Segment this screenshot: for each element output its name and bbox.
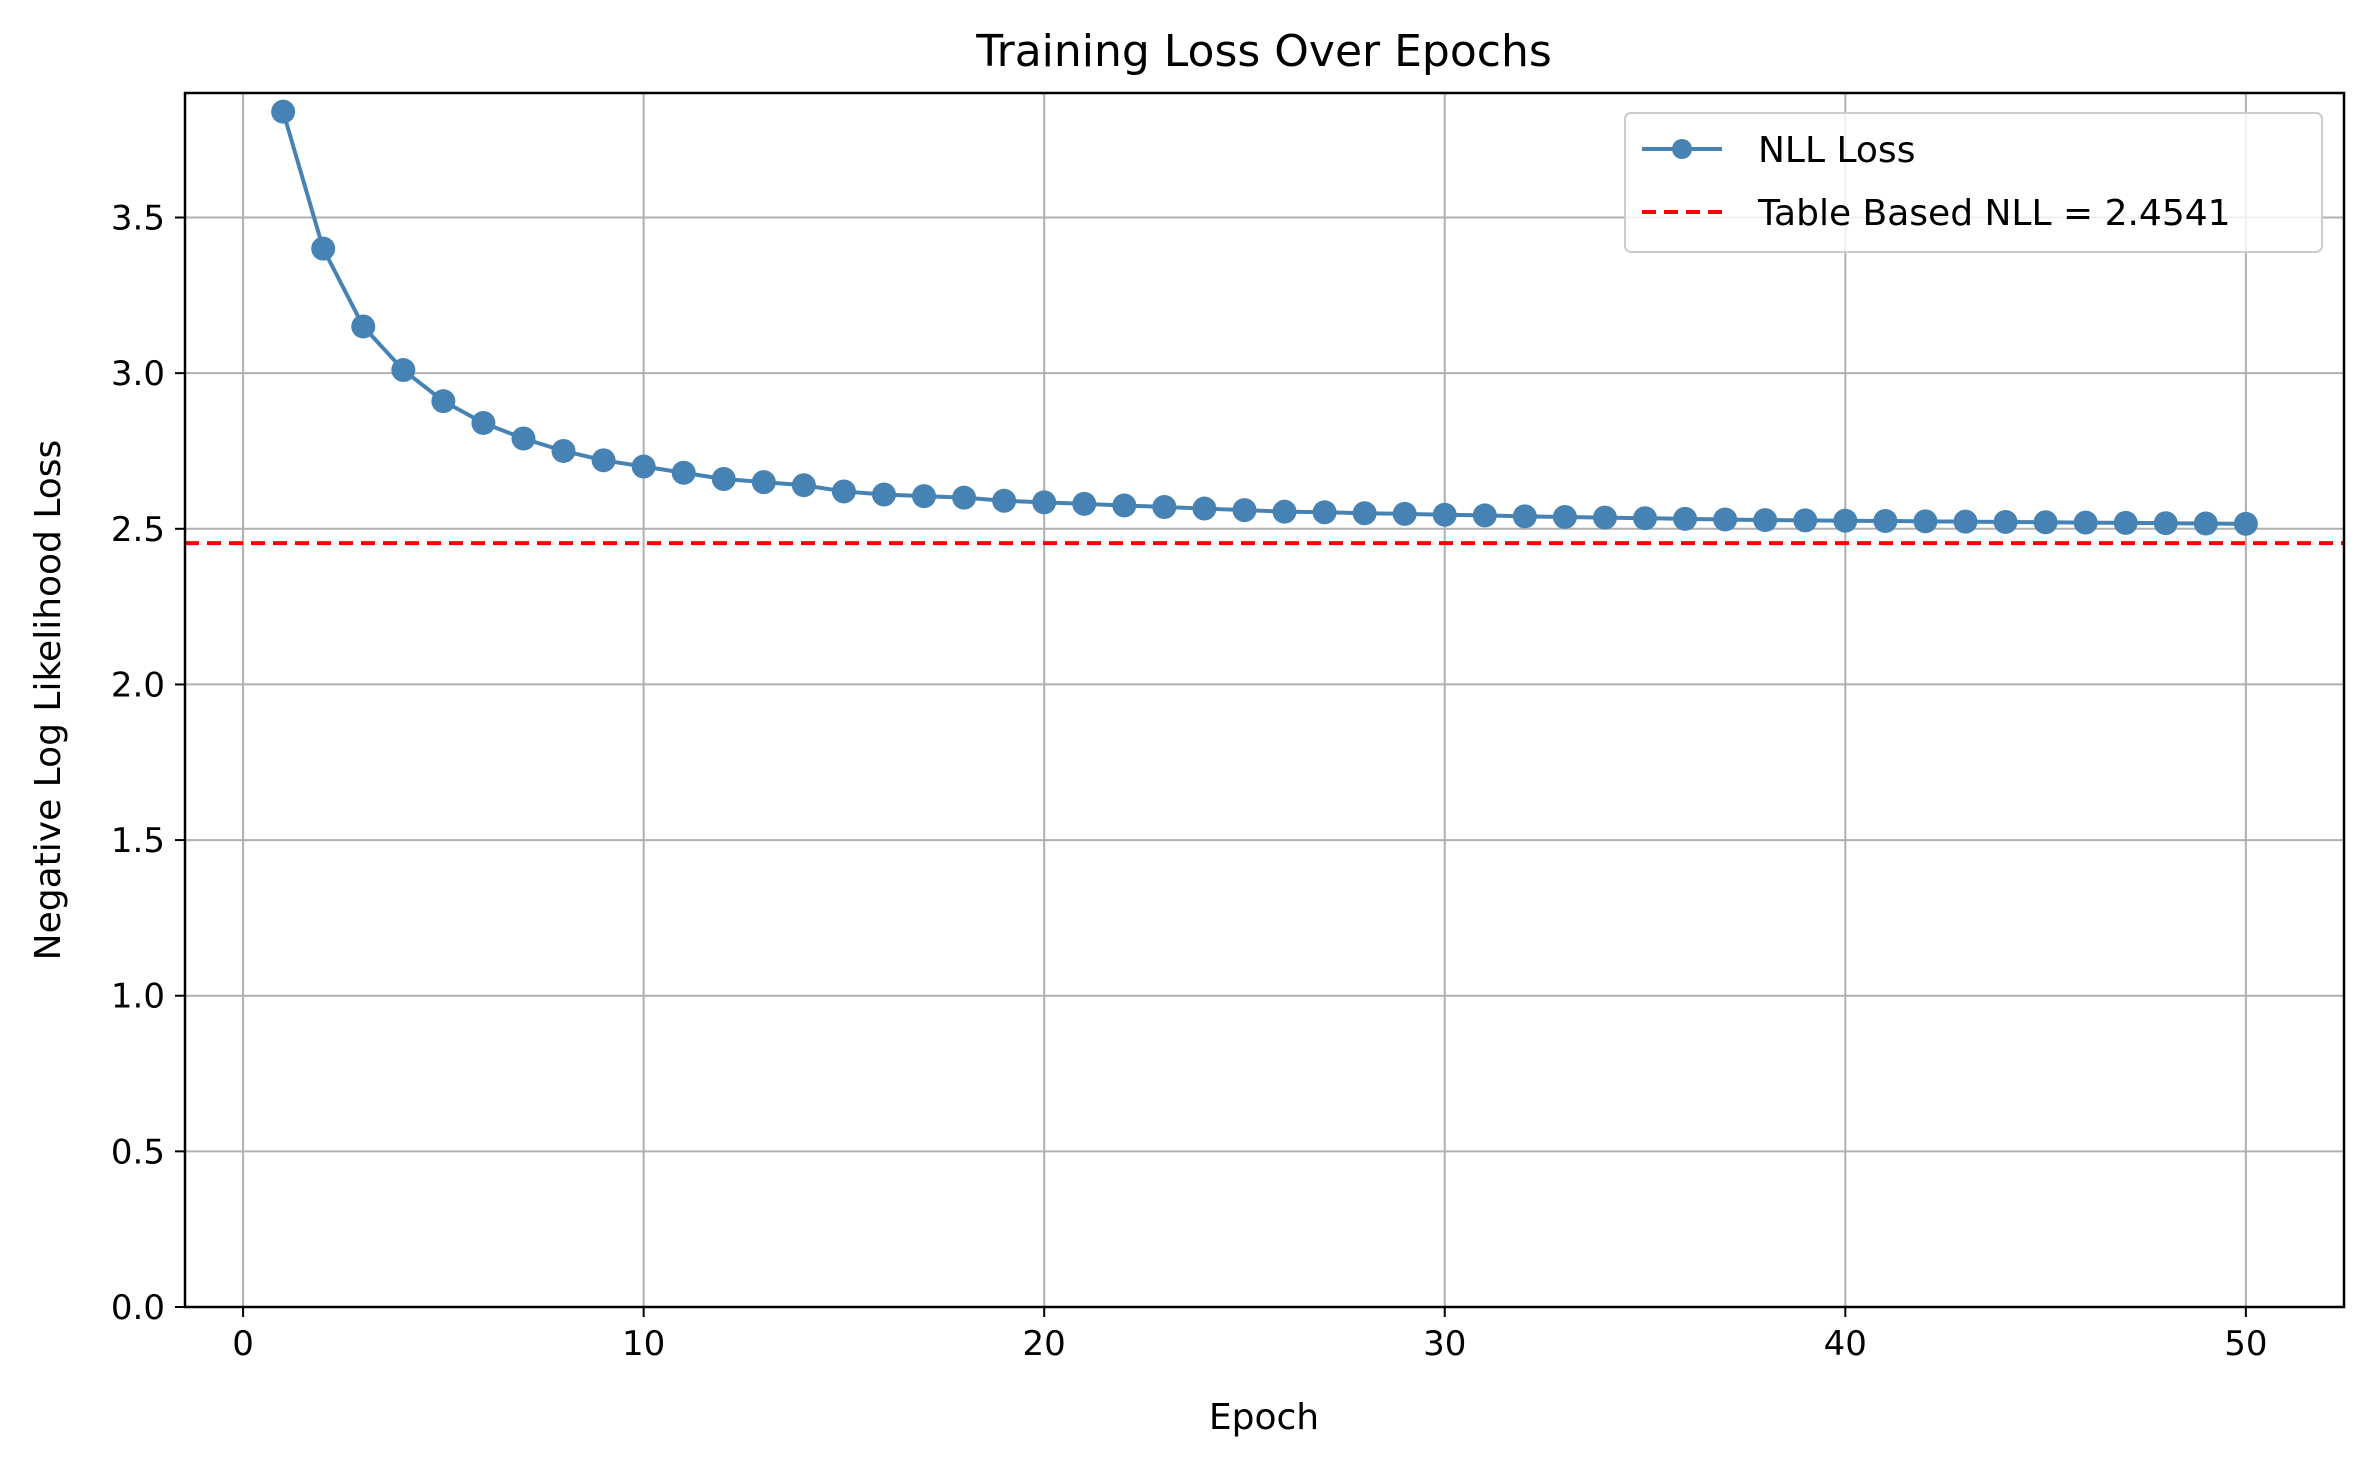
data-point-nll-loss (952, 485, 977, 510)
x-axis-ticks: 0 10 20 30 40 50 (232, 1307, 2267, 1364)
plot-series (185, 99, 2344, 546)
y-axis-label: Negative Log Likelihood Loss (28, 440, 69, 961)
data-point-nll-loss (591, 448, 616, 473)
data-point-nll-loss (1432, 502, 1457, 527)
data-point-nll-loss (751, 470, 776, 495)
data-point-nll-loss (311, 236, 336, 261)
data-point-nll-loss (2033, 510, 2058, 535)
y-tick-label: 2.0 (111, 665, 165, 705)
data-point-nll-loss (671, 460, 696, 485)
x-tick-label: 20 (1023, 1324, 1066, 1364)
grid (185, 93, 2344, 1308)
data-point-nll-loss (1312, 500, 1337, 525)
data-point-nll-loss (791, 473, 816, 498)
x-tick-label: 10 (622, 1324, 665, 1364)
y-tick-label: 0.0 (111, 1288, 165, 1328)
y-tick-label: 1.0 (111, 977, 165, 1017)
data-point-nll-loss (2233, 511, 2258, 536)
x-axis-label: Epoch (1209, 1397, 1319, 1438)
legend-nll-loss-label: NLL Loss (1758, 130, 1915, 171)
data-point-nll-loss (871, 482, 896, 507)
legend: NLL Loss Table Based NLL = 2.4541 (1624, 112, 2323, 253)
x-tick-label: 0 (232, 1324, 254, 1364)
chart-title: Training Loss Over Epochs (975, 26, 1552, 77)
x-tick-label: 50 (2224, 1324, 2267, 1364)
data-point-nll-loss (1713, 507, 1738, 532)
data-point-nll-loss (711, 466, 736, 491)
data-point-nll-loss (1913, 509, 1938, 534)
legend-table-nll-label: Table Based NLL = 2.4541 (1757, 193, 2231, 234)
data-point-nll-loss (391, 358, 416, 383)
y-tick-label: 3.5 (111, 199, 165, 239)
legend-nll-loss-marker (1672, 139, 1692, 159)
data-point-nll-loss (271, 99, 296, 124)
plot-frame (183, 91, 2346, 1309)
plot-area-background (185, 93, 2344, 1307)
data-point-nll-loss (2193, 511, 2218, 536)
data-point-nll-loss (1673, 506, 1698, 531)
data-point-nll-loss (351, 314, 376, 339)
data-point-nll-loss (1472, 503, 1497, 528)
data-point-nll-loss (1993, 509, 2018, 534)
data-point-nll-loss (1192, 496, 1217, 521)
data-point-nll-loss (1873, 509, 1898, 534)
data-point-nll-loss (2113, 510, 2138, 535)
data-point-nll-loss (1953, 509, 1978, 534)
data-point-nll-loss (511, 426, 536, 451)
data-point-nll-loss (1352, 501, 1377, 526)
data-point-nll-loss (1552, 504, 1577, 529)
x-tick-label: 40 (1824, 1324, 1867, 1364)
data-point-nll-loss (1072, 491, 1097, 516)
y-tick-label: 3.0 (111, 354, 165, 394)
data-point-nll-loss (1793, 508, 1818, 533)
data-point-nll-loss (1392, 501, 1417, 526)
data-point-nll-loss (912, 484, 937, 509)
data-point-nll-loss (551, 438, 576, 463)
data-point-nll-loss (1272, 499, 1297, 524)
data-point-nll-loss (992, 488, 1017, 513)
x-tick-label: 30 (1423, 1324, 1466, 1364)
y-axis-ticks: 0.0 0.5 1.0 1.5 2.0 2.5 3.0 3.5 (111, 199, 185, 1328)
data-point-nll-loss (631, 454, 656, 479)
data-point-nll-loss (1512, 504, 1537, 529)
data-point-nll-loss (1152, 495, 1177, 520)
data-point-nll-loss (831, 479, 856, 504)
legend-box (1624, 112, 2323, 253)
data-point-nll-loss (2153, 511, 2178, 536)
data-point-nll-loss (1592, 505, 1617, 530)
data-point-nll-loss (1032, 490, 1057, 515)
y-tick-label: 2.5 (111, 510, 165, 550)
data-point-nll-loss (1753, 508, 1778, 533)
y-tick-label: 0.5 (111, 1132, 165, 1172)
data-point-nll-loss (1112, 493, 1137, 518)
data-point-nll-loss (1633, 506, 1658, 531)
data-point-nll-loss (1833, 508, 1858, 533)
data-point-nll-loss (471, 410, 496, 435)
data-point-nll-loss (1232, 498, 1257, 523)
data-point-nll-loss (431, 389, 456, 414)
data-point-nll-loss (2073, 510, 2098, 535)
y-tick-label: 1.5 (111, 821, 165, 861)
